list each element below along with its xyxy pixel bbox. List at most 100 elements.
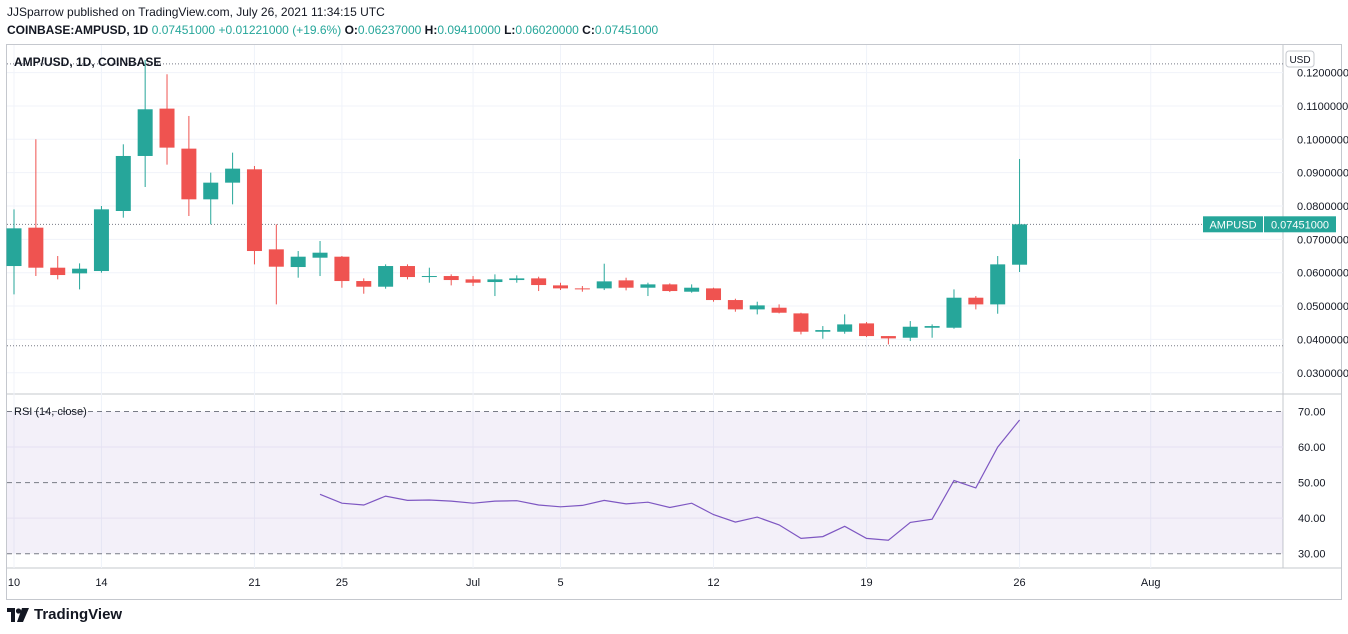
time-tick-label: 5 bbox=[557, 577, 563, 589]
rsi-line bbox=[319, 419, 1021, 541]
chart-frame[interactable] bbox=[6, 44, 1342, 600]
tradingview-logo-icon bbox=[7, 607, 29, 622]
candle-body-32 bbox=[706, 288, 722, 301]
candle-body-28 bbox=[618, 280, 634, 288]
change-value: +0.01221000 (+19.6%) bbox=[218, 23, 342, 37]
candle-body-4 bbox=[93, 209, 109, 272]
candle-body-27 bbox=[596, 281, 612, 289]
candle-body-37 bbox=[815, 330, 831, 332]
currency-label: USD bbox=[1289, 55, 1310, 66]
tradingview-brand: TradingView bbox=[34, 606, 123, 623]
candle-body-2 bbox=[50, 267, 66, 276]
candle-body-34 bbox=[749, 305, 765, 310]
candle-body-41 bbox=[902, 326, 918, 338]
time-tick-label: 25 bbox=[336, 577, 348, 589]
candle-body-6 bbox=[137, 109, 153, 156]
published-line: JJSparrow published on TradingView.com, … bbox=[7, 5, 385, 19]
candle-body-25 bbox=[553, 285, 568, 289]
rsi-tick-label: 50.00 bbox=[1298, 478, 1326, 490]
time-tick-label: 26 bbox=[1013, 577, 1025, 589]
ohlc-summary: COINBASE:AMPUSD, 1D 0.07451000 +0.012210… bbox=[7, 23, 658, 37]
candle-body-12 bbox=[268, 249, 284, 267]
candle-body-26 bbox=[574, 288, 590, 290]
symbol-tag-label: AMPUSD bbox=[1209, 219, 1256, 231]
candle-body-21 bbox=[465, 279, 481, 283]
candle-body-15 bbox=[334, 256, 350, 282]
candle-body-20 bbox=[443, 276, 459, 281]
rsi-tick-label: 40.00 bbox=[1298, 513, 1326, 525]
candle-body-45 bbox=[990, 264, 1006, 305]
candle-body-33 bbox=[727, 300, 743, 310]
high-value: 0.09410000 bbox=[437, 23, 501, 37]
candle-body-40 bbox=[880, 336, 896, 339]
close-value: 0.07451000 bbox=[594, 23, 659, 37]
time-tick-label: 10 bbox=[8, 577, 20, 589]
rsi-tick-label: 60.00 bbox=[1298, 442, 1326, 454]
time-tick-label: 14 bbox=[95, 577, 107, 589]
rsi-tick-label: 70.00 bbox=[1298, 407, 1326, 419]
candle-body-35 bbox=[771, 307, 787, 313]
candle-body-14 bbox=[312, 252, 328, 258]
chart-title: AMP/USD, 1D, COINBASE bbox=[14, 55, 161, 69]
tradingview-logo[interactable]: TradingView bbox=[7, 606, 122, 623]
candle-body-39 bbox=[859, 323, 875, 337]
candle-body-10 bbox=[225, 168, 241, 183]
candle-body-7 bbox=[159, 108, 175, 148]
candle-body-46 bbox=[1012, 224, 1028, 265]
currency-badge bbox=[1285, 50, 1315, 68]
high-label: H: bbox=[424, 23, 438, 37]
candle-body-22 bbox=[487, 279, 503, 283]
candle-body-42 bbox=[924, 326, 940, 328]
candle-body-24 bbox=[531, 278, 547, 286]
candle-body-38 bbox=[837, 324, 853, 332]
candle-body-18 bbox=[399, 266, 415, 278]
candle-body-43 bbox=[946, 297, 962, 328]
candle-body-44 bbox=[968, 297, 984, 305]
candle-body-36 bbox=[793, 313, 809, 332]
price-tick-label: 0.03000000 bbox=[1297, 368, 1348, 380]
open-label: O: bbox=[344, 23, 358, 37]
low-value: 0.06020000 bbox=[515, 23, 579, 37]
rsi-title: RSI (14, close) bbox=[14, 406, 87, 418]
time-tick-label: Aug bbox=[1141, 577, 1161, 589]
time-tick-label: 19 bbox=[860, 577, 872, 589]
time-tick-label: 21 bbox=[248, 577, 260, 589]
symbol-line: COINBASE:AMPUSD, 1D bbox=[7, 23, 149, 37]
rsi-tick-label: 30.00 bbox=[1298, 549, 1326, 561]
candle-body-31 bbox=[684, 287, 700, 292]
open-value: 0.06237000 bbox=[357, 23, 422, 37]
candle-body-8 bbox=[181, 148, 197, 200]
time-tick-label: 12 bbox=[707, 577, 719, 589]
candle-body-5 bbox=[115, 155, 131, 212]
candle-body-0 bbox=[6, 228, 22, 267]
price-tag bbox=[1264, 216, 1336, 233]
rsi-pane bbox=[7, 395, 1283, 568]
symbol-tag bbox=[1203, 216, 1263, 233]
time-tick-label: Jul bbox=[466, 577, 480, 589]
candle-body-23 bbox=[509, 278, 525, 281]
candle-body-1 bbox=[28, 227, 44, 268]
candle-body-11 bbox=[246, 169, 262, 252]
candle-body-13 bbox=[290, 256, 306, 268]
candle-body-3 bbox=[72, 268, 88, 274]
candle-body-29 bbox=[640, 284, 656, 288]
candle-body-17 bbox=[378, 266, 394, 287]
low-label: L: bbox=[504, 23, 516, 37]
candle-body-30 bbox=[662, 284, 678, 292]
candle-body-19 bbox=[421, 276, 437, 278]
close-label: C: bbox=[582, 23, 595, 37]
candle-body-9 bbox=[203, 182, 219, 200]
candle-body-16 bbox=[356, 281, 372, 287]
last-value: 0.07451000 bbox=[151, 23, 216, 37]
price-tag-label: 0.07451000 bbox=[1271, 219, 1329, 231]
